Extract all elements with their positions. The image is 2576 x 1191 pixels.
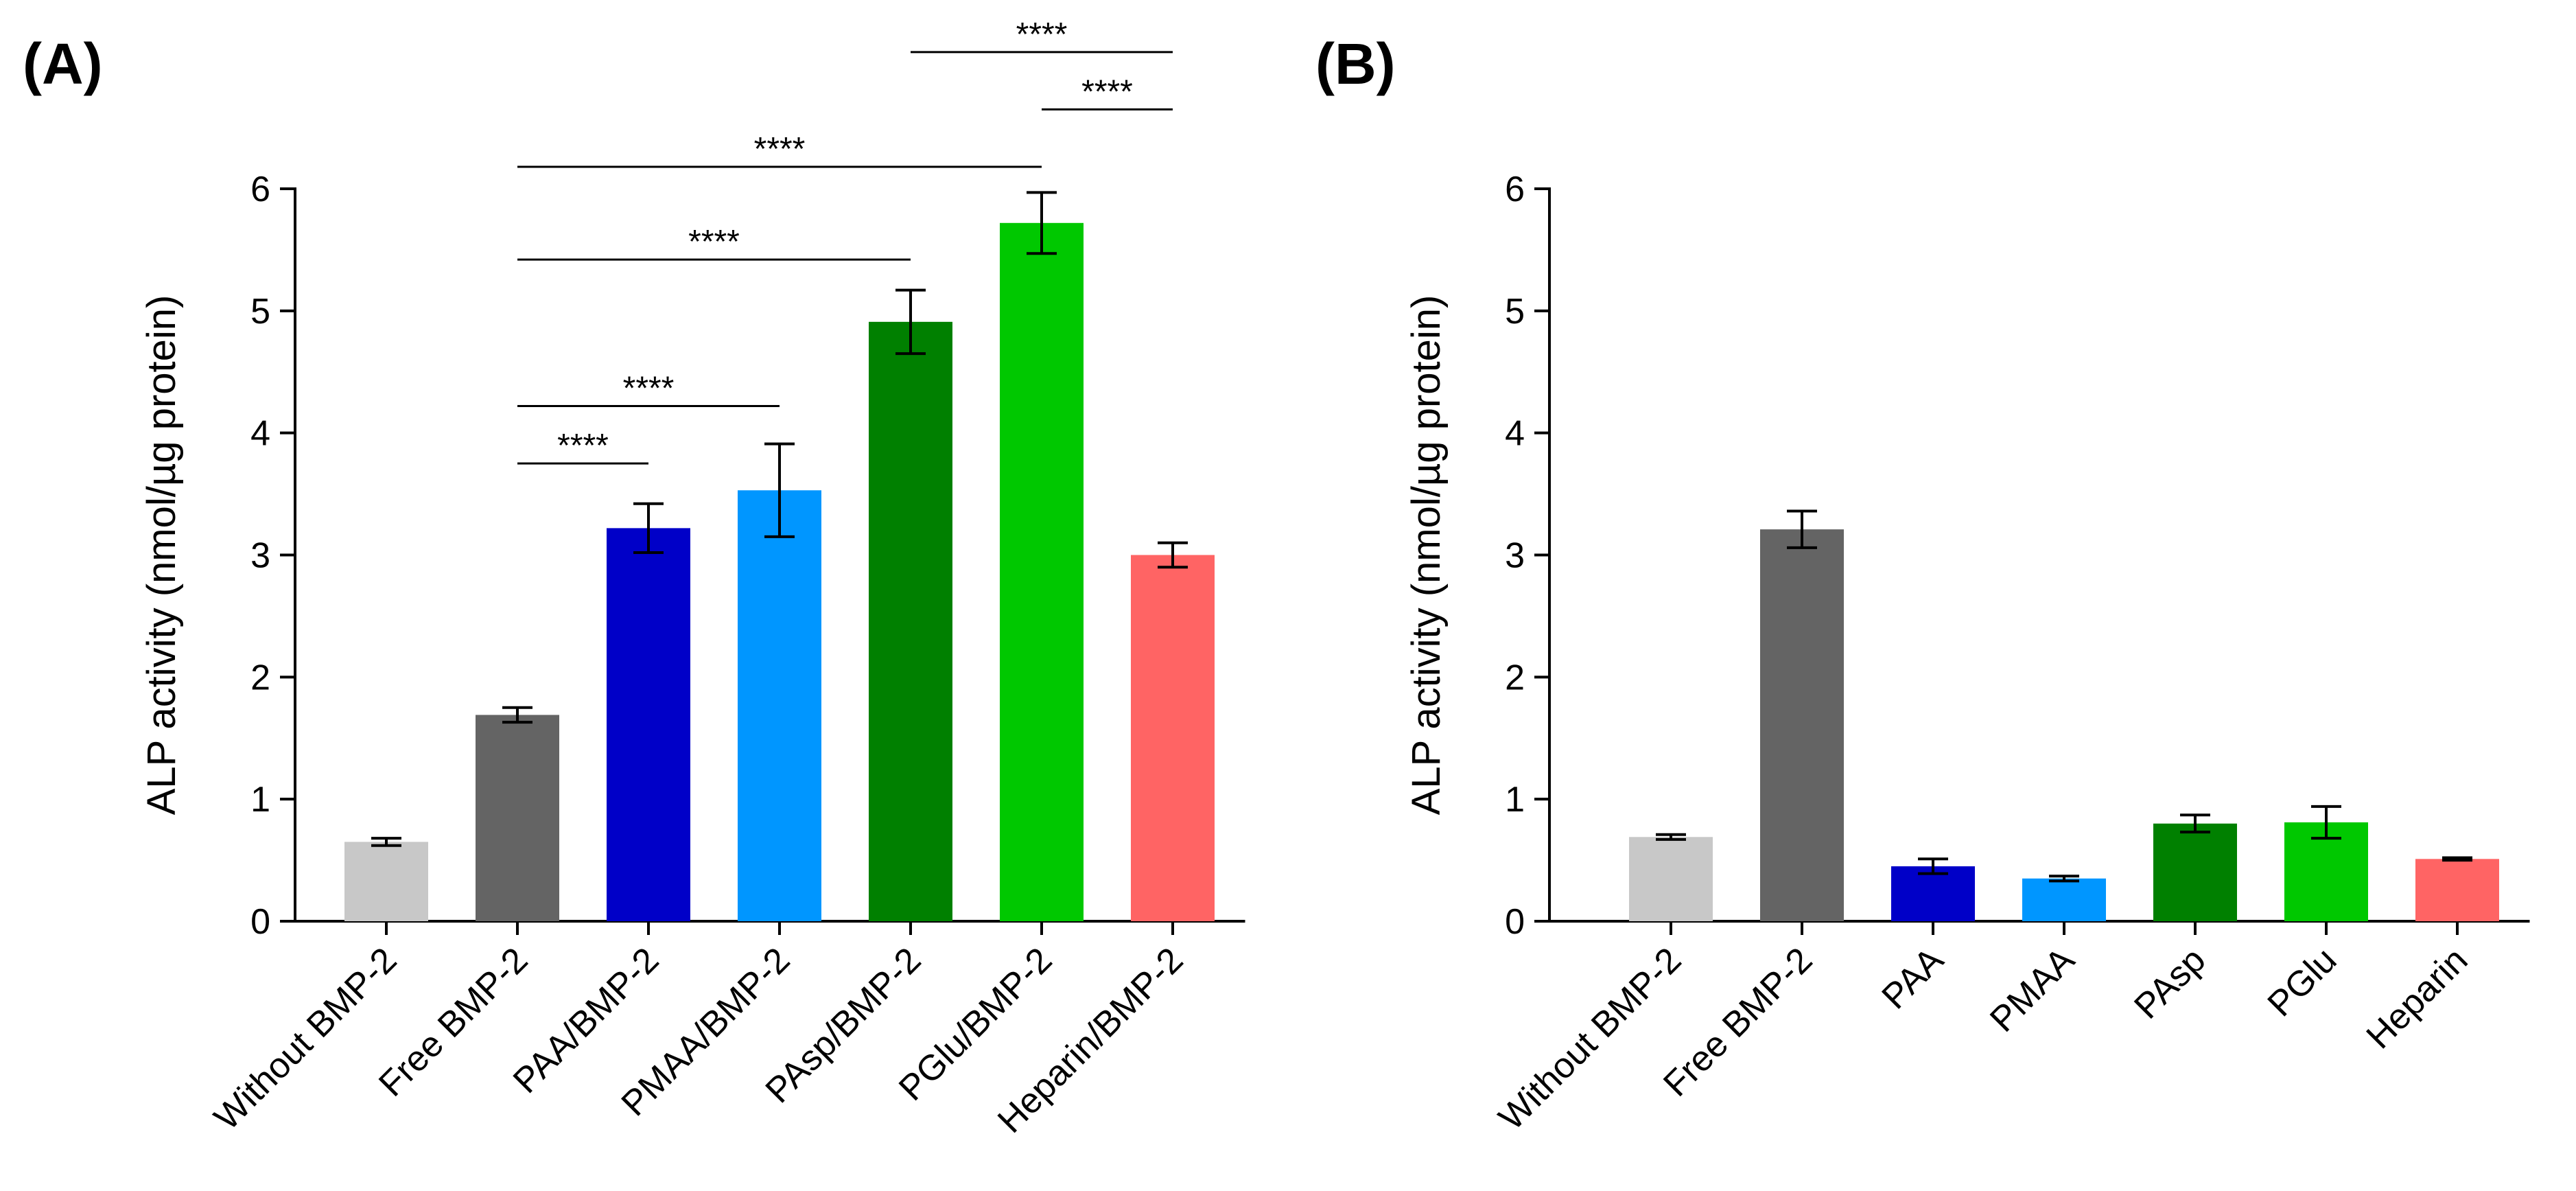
y-tick-label: 5 <box>1505 292 1525 332</box>
bar <box>344 842 428 921</box>
bar <box>2022 878 2106 921</box>
y-tick-label: 5 <box>250 292 270 332</box>
bar <box>1760 529 1844 921</box>
bar <box>476 715 559 921</box>
y-tick-label: 1 <box>1505 780 1525 820</box>
x-tick-label: PGlu <box>2260 940 2345 1024</box>
bar <box>2415 859 2499 921</box>
y-tick-label: 0 <box>250 902 270 942</box>
significance-label: **** <box>688 224 740 260</box>
y-tick-label: 4 <box>250 414 270 454</box>
panel-b: (B) 0 1 2 3 4 5 6 ALP activity (nmol/µg protein)… <box>1315 32 2530 1138</box>
y-tick-label: 0 <box>1505 902 1525 942</box>
x-tick-label: PAsp <box>2127 940 2213 1026</box>
significance-label: **** <box>623 371 675 407</box>
x-tick-label: Without BMP-2 <box>1491 940 1689 1137</box>
x-tick-label: Without BMP-2 <box>207 940 404 1137</box>
bar <box>2153 823 2237 921</box>
significance-label: **** <box>1081 73 1133 110</box>
y-tick-label: 4 <box>1505 414 1525 454</box>
y-axis-title: ALP activity (nmol/µg protein) <box>1404 295 1449 816</box>
x-tick-label: Heparin <box>2359 940 2476 1056</box>
panel-label: (B) <box>1315 32 1396 96</box>
x-tick-label: PAA <box>1875 940 1952 1017</box>
y-tick-label: 2 <box>1505 658 1525 697</box>
y-tick-label: 2 <box>250 658 270 697</box>
y-tick-label: 6 <box>250 170 270 209</box>
bar <box>1000 222 1084 921</box>
bar <box>1891 866 1975 921</box>
y-tick-label: 3 <box>1505 536 1525 576</box>
panel-a: (A) 0 1 2 3 4 5 6 ALP activity (nmol/µg protein)… <box>23 16 1245 1141</box>
significance-label: **** <box>557 428 609 464</box>
significance-label: **** <box>1016 16 1068 53</box>
bar <box>607 528 690 921</box>
y-tick-label: 3 <box>250 536 270 576</box>
panel-label: (A) <box>23 32 103 96</box>
bar <box>869 321 952 921</box>
y-tick-label: 6 <box>1505 170 1525 209</box>
y-tick-label: 1 <box>250 780 270 820</box>
x-tick-label: PMAA <box>1982 940 2082 1039</box>
y-axis-title: ALP activity (nmol/µg protein) <box>139 295 184 816</box>
bar <box>738 490 821 921</box>
significance-label: **** <box>754 131 806 167</box>
bar <box>1131 555 1215 921</box>
bar <box>1629 837 1713 921</box>
